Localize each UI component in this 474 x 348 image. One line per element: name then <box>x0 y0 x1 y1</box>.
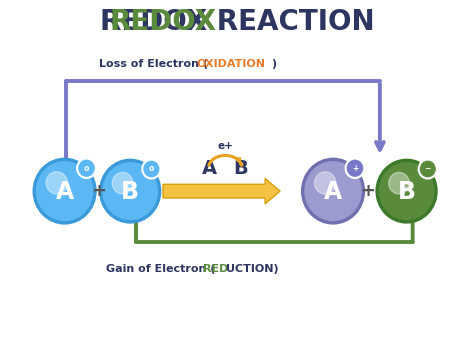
Circle shape <box>345 158 365 179</box>
Text: RED: RED <box>203 264 228 274</box>
Circle shape <box>77 158 96 179</box>
Text: ): ) <box>271 59 276 69</box>
Text: o: o <box>149 165 154 174</box>
Circle shape <box>144 161 159 177</box>
Text: A: A <box>55 180 74 204</box>
Circle shape <box>46 172 67 194</box>
Text: B: B <box>398 180 416 204</box>
Circle shape <box>33 158 96 224</box>
Text: OXIDATION: OXIDATION <box>196 59 265 69</box>
Text: A: A <box>202 159 218 177</box>
Text: Loss of Electron (: Loss of Electron ( <box>99 59 208 69</box>
Circle shape <box>379 163 434 220</box>
Circle shape <box>419 159 437 179</box>
Circle shape <box>305 162 361 221</box>
Circle shape <box>112 172 133 194</box>
Text: A: A <box>324 180 342 204</box>
Text: −: − <box>425 165 431 174</box>
Text: REDOX REACTION: REDOX REACTION <box>100 8 374 36</box>
FancyArrow shape <box>163 179 280 204</box>
Text: B: B <box>233 159 248 177</box>
Text: REDOX: REDOX <box>109 8 217 36</box>
Circle shape <box>389 172 409 194</box>
Text: +: + <box>91 182 106 200</box>
Text: UCTION): UCTION) <box>226 264 278 274</box>
Circle shape <box>103 163 157 220</box>
Text: +: + <box>352 164 358 173</box>
Circle shape <box>420 161 435 177</box>
Text: B: B <box>121 180 139 204</box>
Circle shape <box>36 162 93 221</box>
Text: Gain of Electron (: Gain of Electron ( <box>106 264 215 274</box>
Text: o: o <box>84 164 89 173</box>
Circle shape <box>79 160 94 176</box>
Text: e+: e+ <box>218 141 233 151</box>
Circle shape <box>301 158 365 224</box>
Circle shape <box>376 159 437 223</box>
Circle shape <box>314 172 336 194</box>
Circle shape <box>100 159 161 223</box>
Circle shape <box>142 159 161 179</box>
Circle shape <box>347 160 363 176</box>
Text: +: + <box>360 182 375 200</box>
